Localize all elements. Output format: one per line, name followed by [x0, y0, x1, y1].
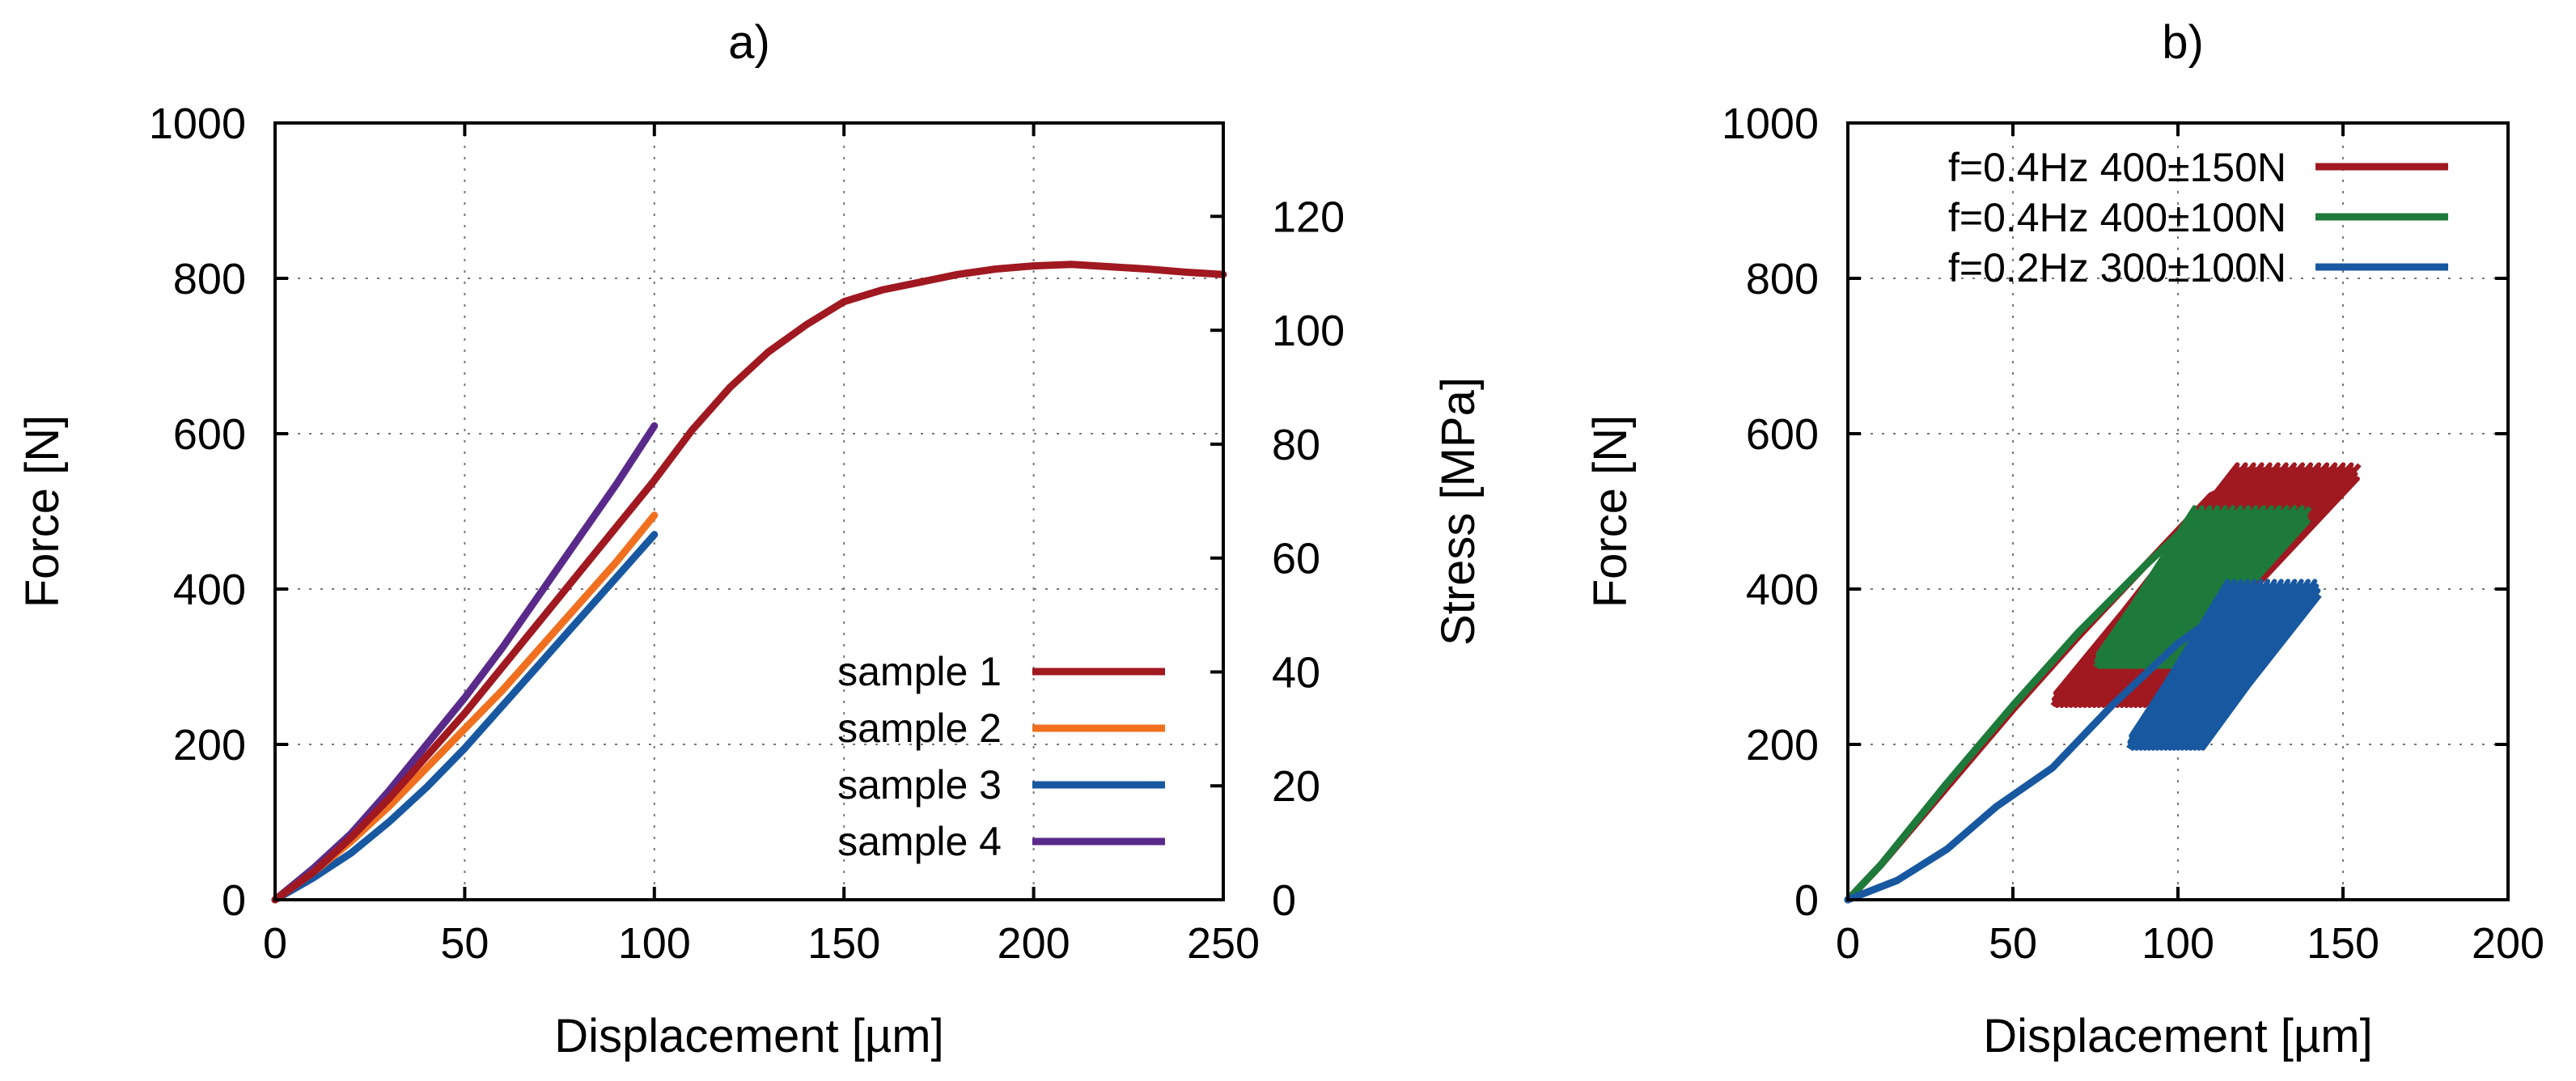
panel-a-y2-tick-label: 60 — [1272, 535, 1320, 583]
panel-a-y-tick-label: 400 — [173, 566, 246, 614]
panel-a-x-tick-label: 0 — [263, 919, 287, 968]
series-line-sample-2 — [271, 511, 659, 904]
panel-b-y-tick-label: 1000 — [1722, 100, 1819, 148]
panel-b-y-tick-label: 400 — [1746, 566, 1819, 614]
ramp-f-0-2hz-300-100n — [1844, 604, 2231, 904]
panel-a: a) 0 50 100 150 200 2500200400600800100002040… — [16, 16, 1485, 1062]
panel-a-y-tick-label: 200 — [173, 721, 246, 769]
legend-label-sample-1: sample 1 — [837, 649, 1002, 694]
panel-b-y-tick-label: 200 — [1746, 721, 1819, 769]
panel-b: b) 0 50 100 150 200 0 200 400 600 800 1000 Force [… — [1584, 16, 2544, 1062]
panel-b-y-tick-label: 600 — [1746, 410, 1819, 459]
panel-b-series — [1844, 462, 2362, 904]
series-f-0-2hz-300-100n — [1844, 579, 2322, 904]
panel-b-x-tick-label: 100 — [2142, 919, 2214, 968]
panel-a-y-tick-label: 1000 — [149, 100, 246, 148]
panel-b-x-tick-label: 200 — [2472, 919, 2544, 968]
panel-a-y-tick-label: 600 — [173, 410, 246, 459]
panel-a-x-tick-label: 100 — [618, 919, 691, 968]
panel-b-x-tick-label: 50 — [1989, 919, 2037, 968]
panel-a-y-axis-label: Force [N] — [16, 415, 69, 608]
panel-b-y-tick-label: 0 — [1794, 876, 1819, 925]
panel-a-y2-tick-label: 80 — [1272, 421, 1320, 469]
panel-b-y-axis-label: Force [N] — [1584, 415, 1637, 608]
panel-a-title: a) — [728, 16, 770, 69]
panel-a-x-tick-label: 150 — [807, 919, 880, 968]
cycles-f-0-2hz-300-100n — [2126, 579, 2322, 751]
panel-a-y-tick-label: 800 — [173, 255, 246, 303]
cycles-f-0-4hz-400-100n — [2093, 505, 2312, 669]
panel-b-x-axis-label: Displacement [µm] — [1983, 1010, 2372, 1062]
panel-b-legend: f=0.4Hz 400±150N f=0.4Hz 400±100N f=0.2H… — [1948, 145, 2448, 290]
panel-a-y2-axis-label: Stress [MPa] — [1432, 377, 1485, 646]
panel-a-y2-tick-label: 120 — [1272, 193, 1345, 241]
legend-label-0.2hz-300-100n: f=0.2Hz 300±100N — [1948, 245, 2286, 290]
panel-b-x-tick-label: 150 — [2307, 919, 2379, 968]
panel-b-title: b) — [2162, 16, 2204, 69]
panel-a-legend: sample 1 sample 2 sample 3 sample 4 — [837, 649, 1165, 864]
panel-a-x-tick-label: 200 — [998, 919, 1070, 968]
legend-label-sample-2: sample 2 — [837, 706, 1002, 751]
panel-a-grid — [275, 123, 1223, 900]
panel-a-plot-frame — [273, 121, 1225, 901]
panel-b-x-tick-label: 0 — [1836, 919, 1860, 968]
legend-label-sample-4: sample 4 — [837, 819, 1002, 864]
series-line-sample-3 — [271, 531, 659, 904]
panel-b-plot-frame — [1846, 121, 2510, 901]
legend-label-0.4hz-400-100n: f=0.4Hz 400±100N — [1948, 195, 2286, 240]
panel-a-y2-tick-label: 100 — [1272, 307, 1345, 355]
panel-b-y-tick-label: 800 — [1746, 255, 1819, 303]
series-f-0-4hz-400-100n — [1844, 505, 2312, 904]
panel-a-y2-tick-label: 40 — [1272, 648, 1320, 697]
panel-b-ticks: 0 50 100 150 200 0 200 400 600 800 1000 — [1722, 100, 2544, 968]
panel-a-ticks: 0 50 100 150 200 2500200400600800100002040608… — [149, 100, 1345, 968]
panel-a-y-tick-label: 0 — [222, 876, 246, 925]
panel-a-y2-tick-label: 20 — [1272, 762, 1320, 811]
ramp-f-0-4hz-400-100n — [1844, 515, 2198, 904]
legend-label-0.4hz-400-150n: f=0.4Hz 400±150N — [1948, 145, 2286, 190]
panel-a-y2-tick-label: 0 — [1272, 876, 1296, 925]
panel-a-x-tick-label: 250 — [1187, 919, 1260, 968]
panel-a-x-tick-label: 50 — [440, 919, 489, 968]
panel-a-x-axis-label: Displacement [µm] — [554, 1010, 943, 1062]
legend-label-sample-3: sample 3 — [837, 762, 1002, 808]
panel-a-series — [271, 261, 1227, 904]
series-line-sample-1 — [271, 261, 1227, 904]
